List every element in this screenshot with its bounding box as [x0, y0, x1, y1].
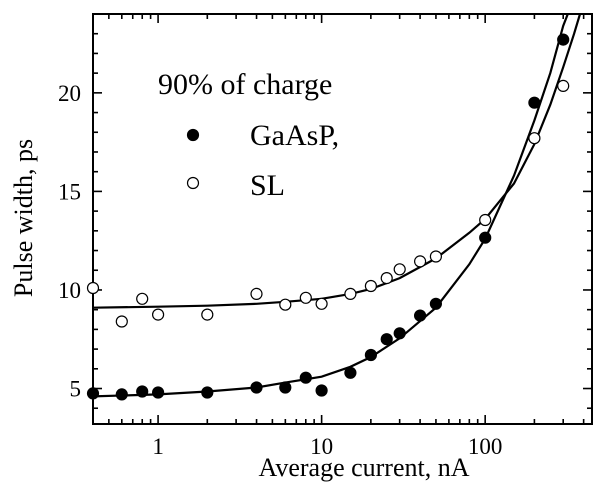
y-tick-label: 10	[58, 278, 81, 303]
data-points	[86, 33, 570, 401]
data-point-gaasp	[201, 386, 214, 399]
data-point-sl	[414, 255, 427, 268]
legend-title: 90% of charge	[158, 68, 332, 101]
data-point-sl	[364, 279, 377, 293]
tick-labels: 1 10 100 5 10 15 20	[58, 81, 502, 459]
data-point-sl	[528, 132, 541, 145]
data-point-sl	[380, 272, 393, 285]
data-point-sl	[279, 298, 292, 311]
plot-area-border	[92, 13, 593, 425]
data-point-sl	[201, 308, 214, 321]
data-point-sl	[315, 297, 328, 310]
legend-label-gaasp: GaAsP,	[250, 119, 339, 152]
x-tick-label: 100	[468, 434, 503, 459]
y-axis-label: Pulse width, ps	[9, 139, 38, 297]
data-point-sl	[557, 79, 570, 93]
y-tick-label: 5	[70, 377, 82, 402]
data-point-gaasp	[414, 309, 427, 322]
data-point-sl	[115, 315, 128, 328]
fit-curve-sl	[93, 14, 582, 309]
data-point-gaasp	[380, 333, 393, 346]
data-point-sl	[393, 263, 406, 276]
data-point-sl	[299, 291, 312, 304]
data-point-sl	[250, 287, 263, 300]
x-tick-label: 10	[310, 434, 333, 459]
data-point-gaasp	[115, 388, 128, 401]
data-point-sl	[152, 308, 165, 321]
x-tick-label: 1	[152, 434, 164, 459]
data-point-sl	[429, 250, 442, 263]
data-point-sl	[86, 281, 100, 295]
legend-marker-gaasp	[186, 128, 200, 142]
y-tick-label: 20	[58, 81, 81, 106]
legend-label-sl: SL	[250, 169, 285, 202]
data-point-gaasp	[479, 231, 492, 244]
data-point-gaasp	[152, 386, 165, 399]
plot-frame	[92, 13, 593, 425]
legend: 90% of charge GaAsP, SL	[158, 68, 339, 202]
data-point-gaasp	[86, 387, 100, 400]
data-point-gaasp	[528, 96, 541, 109]
data-point-gaasp	[393, 327, 406, 340]
data-point-sl	[344, 287, 357, 300]
data-point-gaasp	[136, 385, 149, 398]
legend-marker-sl	[186, 176, 200, 190]
data-point-gaasp	[299, 371, 312, 384]
data-point-gaasp	[364, 348, 377, 362]
data-point-sl	[479, 213, 492, 227]
x-axis-label: Average current, nA	[258, 453, 469, 482]
axis-ticks	[92, 14, 592, 424]
y-tick-label: 15	[58, 179, 81, 204]
data-point-gaasp	[344, 366, 357, 379]
data-point-gaasp	[279, 381, 292, 394]
data-point-gaasp	[250, 381, 263, 394]
data-point-gaasp	[557, 33, 570, 46]
data-point-gaasp	[429, 297, 442, 310]
data-point-gaasp	[315, 384, 328, 397]
data-point-sl	[136, 292, 149, 305]
